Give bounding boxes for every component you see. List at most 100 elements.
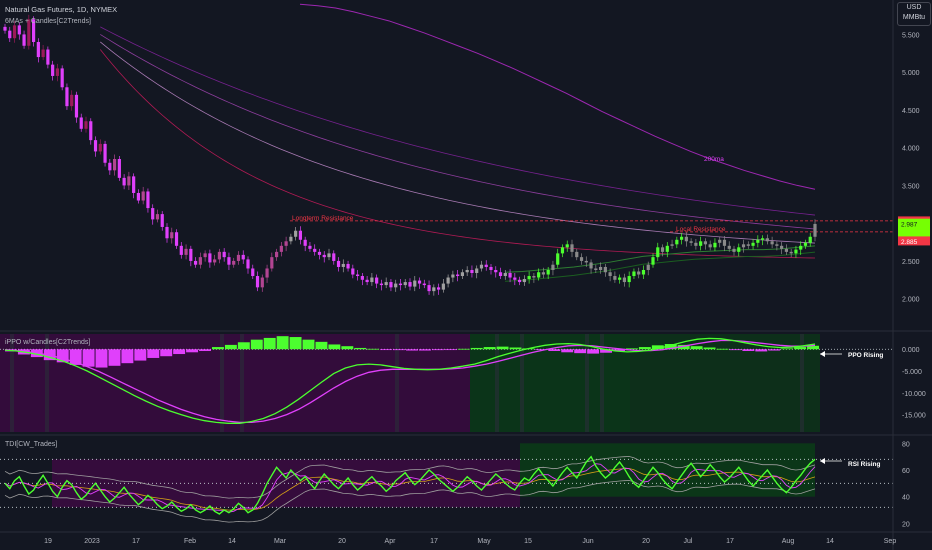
x-tick-label: May bbox=[477, 538, 491, 545]
price-panel bbox=[3, 3, 893, 296]
text-layer: Natural Gas Futures, 1D, NYMEX 6MAs + Ca… bbox=[5, 5, 883, 468]
tdi-panel bbox=[0, 443, 893, 523]
ppo-histogram-bar bbox=[742, 349, 755, 351]
candle-body bbox=[765, 238, 769, 242]
ppo-histogram-bar bbox=[393, 349, 406, 351]
candle-body bbox=[551, 264, 555, 270]
candle-body bbox=[360, 276, 364, 280]
candle-body bbox=[203, 253, 207, 258]
ppo-histogram-bar bbox=[147, 349, 160, 358]
price-tick-label: 3.500 bbox=[902, 183, 920, 190]
candle-body bbox=[241, 254, 245, 260]
ppo-histogram-bar bbox=[703, 347, 716, 350]
candle-body bbox=[546, 269, 550, 275]
candle-body bbox=[684, 236, 688, 242]
candle-body bbox=[274, 251, 279, 258]
candle-body bbox=[165, 226, 169, 239]
candle-body bbox=[327, 253, 331, 258]
ppo-histogram-bar bbox=[677, 344, 690, 350]
candle-body bbox=[65, 87, 69, 107]
candle-body bbox=[246, 259, 250, 269]
candle-body bbox=[422, 283, 426, 286]
rsi-rising-label: RSI Rising bbox=[848, 461, 881, 468]
candle-body bbox=[775, 244, 779, 246]
candle-body bbox=[513, 277, 517, 280]
ppo-histogram-bar bbox=[561, 349, 574, 353]
candle-body bbox=[570, 244, 574, 252]
candle-body bbox=[27, 19, 31, 46]
ppo-histogram-bar bbox=[108, 349, 121, 366]
candle-body bbox=[232, 260, 236, 265]
green-ma-line bbox=[504, 251, 816, 282]
candle-body bbox=[732, 248, 736, 252]
unit-label: MMBtu bbox=[902, 14, 926, 21]
candle-body bbox=[675, 239, 679, 245]
x-tick-label: 15 bbox=[524, 538, 532, 545]
ppo-histogram-bar bbox=[250, 339, 263, 350]
x-tick-label: Apr bbox=[385, 538, 397, 545]
ppo-histogram-bar bbox=[483, 347, 496, 350]
ppo-panel bbox=[0, 334, 893, 432]
ppo-histogram-bar bbox=[69, 349, 82, 365]
indicator-title: 6MAs + Candles[C2Trends] bbox=[5, 18, 91, 25]
ppo-histogram-bar bbox=[43, 349, 56, 361]
ppo-histogram-bar bbox=[587, 349, 600, 354]
candle-body bbox=[155, 214, 160, 220]
candle-body bbox=[31, 19, 36, 42]
candle-body bbox=[103, 143, 107, 163]
candle-body bbox=[517, 279, 522, 283]
ppo-histogram-bar bbox=[56, 349, 69, 363]
candle-body bbox=[780, 245, 784, 249]
ppo-histogram-bar bbox=[781, 348, 794, 350]
x-tick-label: 14 bbox=[826, 538, 834, 545]
candle-body bbox=[670, 244, 674, 246]
candle-body bbox=[498, 272, 503, 277]
moving-average-line bbox=[100, 26, 816, 216]
candle-body bbox=[370, 277, 374, 283]
candle-body bbox=[313, 248, 317, 252]
candle-body bbox=[336, 260, 341, 267]
candle-body bbox=[646, 264, 650, 270]
tdi-tick-label: 60 bbox=[902, 468, 910, 475]
candle-body bbox=[346, 263, 350, 269]
candle-body bbox=[41, 49, 45, 58]
ppo-histogram-bar bbox=[716, 348, 729, 350]
tdi-tick-label: 20 bbox=[902, 521, 910, 528]
candle-body bbox=[413, 280, 417, 287]
x-tick-label: 20 bbox=[642, 538, 650, 545]
x-tick-label: 17 bbox=[430, 538, 438, 545]
candle-body bbox=[456, 274, 460, 277]
currency-unit-button[interactable]: USD MMBtu bbox=[897, 2, 931, 26]
candle-body bbox=[146, 191, 150, 209]
candle-body bbox=[22, 34, 26, 46]
candle-body bbox=[141, 191, 145, 201]
candle-body bbox=[174, 232, 179, 246]
candle-body bbox=[803, 242, 808, 246]
ppo-histogram-bar bbox=[354, 347, 367, 350]
tdi-lower-band bbox=[4, 480, 816, 523]
price-tick-label: 5.500 bbox=[902, 32, 920, 39]
ppo-histogram-bar bbox=[509, 347, 522, 350]
candle-body bbox=[74, 94, 79, 118]
ppo-tick-label: -10.000 bbox=[902, 391, 926, 398]
moving-average-line bbox=[100, 41, 816, 244]
candle-body bbox=[632, 271, 636, 277]
ppo-histogram-bar bbox=[807, 345, 819, 350]
candle-body bbox=[270, 257, 274, 269]
candle-body bbox=[170, 232, 174, 239]
candle-body bbox=[198, 257, 202, 265]
candle-body bbox=[127, 176, 131, 186]
candle-body bbox=[308, 245, 312, 249]
candle-body bbox=[84, 121, 88, 129]
x-tick-label: Jun bbox=[582, 538, 593, 545]
candle-body bbox=[117, 159, 121, 178]
candle-body bbox=[251, 268, 255, 277]
x-tick-label: 2023 bbox=[84, 538, 100, 545]
signal-stripe bbox=[45, 334, 49, 432]
candle-body bbox=[379, 283, 384, 286]
symbol-title: Natural Gas Futures, 1D, NYMEX bbox=[5, 5, 117, 14]
candle-body bbox=[227, 257, 231, 265]
ppo-histogram-bar bbox=[173, 349, 186, 355]
local-resistance-label: Local Resistance bbox=[676, 226, 726, 233]
candle-body bbox=[55, 68, 60, 76]
